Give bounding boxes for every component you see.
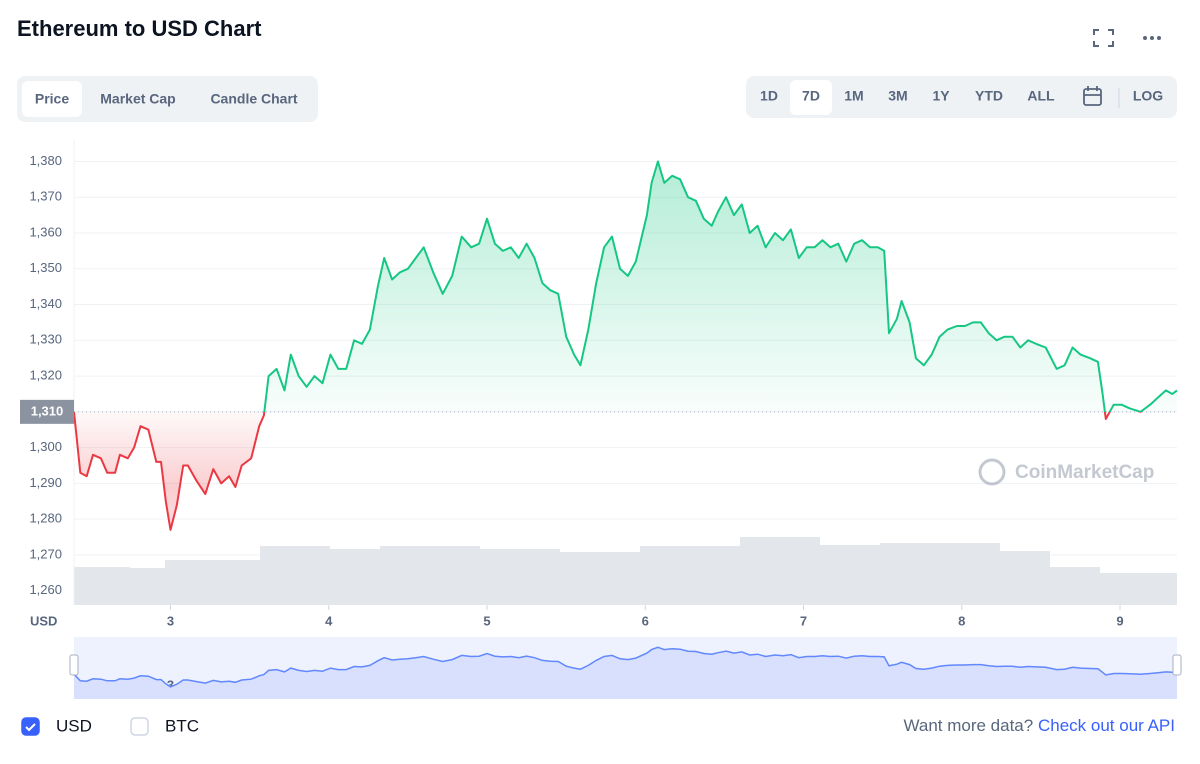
- range-button[interactable]: 1M: [844, 88, 863, 104]
- y-axis-label: USD: [30, 613, 57, 628]
- x-tick-label: 5: [483, 613, 490, 628]
- navigator-handle[interactable]: [1172, 654, 1182, 676]
- range-button[interactable]: 1Y: [932, 88, 950, 104]
- y-tick-label: 1,300: [29, 439, 62, 454]
- range-button[interactable]: YTD: [975, 88, 1003, 104]
- tab[interactable]: Candle Chart: [210, 91, 297, 107]
- range-button[interactable]: 3M: [888, 88, 907, 104]
- navigator-area: [74, 647, 1177, 699]
- calendar-icon[interactable]: [1083, 86, 1102, 106]
- x-tick-label: 6: [642, 613, 649, 628]
- watermark-text: CoinMarketCap: [1015, 462, 1154, 483]
- range-active-bg: [790, 80, 832, 115]
- navigator-line: [73, 646, 1178, 688]
- range-button[interactable]: ALL: [1027, 88, 1055, 104]
- range-bar: [746, 76, 1177, 118]
- range-button[interactable]: 7D: [802, 88, 820, 104]
- watermark: CoinMarketCap: [978, 458, 1154, 486]
- checkmark: [25, 723, 36, 732]
- reference-label-bg: [20, 399, 74, 424]
- checkbox[interactable]: [21, 717, 40, 736]
- volume-backdrop: [74, 537, 1177, 605]
- x-tick-label: 3: [167, 613, 174, 628]
- checkbox[interactable]: [130, 717, 149, 736]
- more-icon[interactable]: [1143, 36, 1161, 40]
- page-title: Ethereum to USD Chart: [17, 16, 262, 41]
- navigator-tick-label: 3: [167, 677, 174, 692]
- price-line: [73, 160, 1178, 531]
- reference-label: 1,310: [31, 403, 64, 418]
- api-link[interactable]: Check out our API: [1038, 716, 1175, 735]
- y-tick-label: 1,320: [29, 368, 62, 383]
- y-tick-label: 1,330: [29, 332, 62, 347]
- prompt-text: Want more data?: [903, 716, 1033, 735]
- api-prompt: Want more data? Check out our API: [903, 716, 1175, 735]
- x-tick-label: 8: [958, 613, 965, 628]
- y-tick-label: 1,380: [29, 153, 62, 168]
- y-tick-label: 1,290: [29, 475, 62, 490]
- x-tick-label: 4: [325, 613, 333, 628]
- y-tick-label: 1,350: [29, 260, 62, 275]
- y-tick-label: 1,260: [29, 582, 62, 597]
- y-tick-label: 1,280: [29, 511, 62, 526]
- y-tick-label: 1,360: [29, 224, 62, 239]
- x-tick-label: 9: [1116, 613, 1123, 628]
- y-tick-label: 1,270: [29, 546, 62, 561]
- range-button[interactable]: 1D: [760, 88, 778, 104]
- fullscreen-icon[interactable]: [1093, 29, 1114, 47]
- tab[interactable]: Market Cap: [100, 91, 175, 107]
- navigator-handle[interactable]: [69, 654, 79, 676]
- checkbox-label: BTC: [165, 716, 199, 735]
- checkbox-label: USD: [56, 716, 92, 735]
- x-tick-label: 7: [800, 613, 807, 628]
- log-button[interactable]: LOG: [1133, 88, 1163, 104]
- tab-active-bg: [22, 81, 82, 117]
- y-tick-label: 1,340: [29, 296, 62, 311]
- tab[interactable]: Price: [35, 91, 69, 107]
- y-tick-label: 1,370: [29, 189, 62, 204]
- price-area: [74, 161, 1177, 530]
- tab-bar: [17, 76, 318, 122]
